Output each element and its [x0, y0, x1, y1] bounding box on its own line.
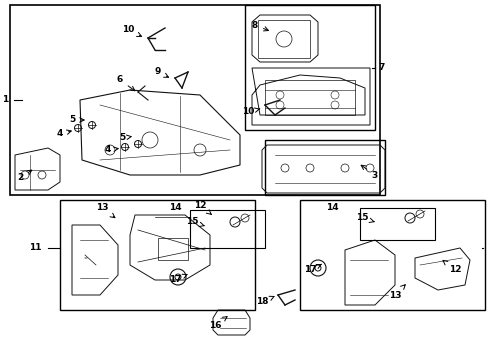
Text: 7: 7 — [378, 63, 384, 72]
Text: 16: 16 — [209, 316, 227, 329]
Text: 15: 15 — [356, 213, 374, 222]
Text: 17: 17 — [169, 274, 187, 284]
Text: 13: 13 — [96, 203, 115, 218]
Bar — [360, 208, 435, 240]
Text: 10: 10 — [242, 108, 260, 117]
Text: 14: 14 — [326, 202, 338, 211]
Text: 18: 18 — [256, 296, 274, 306]
Bar — [60, 200, 255, 310]
Text: 11: 11 — [488, 243, 490, 252]
Text: 3: 3 — [361, 165, 378, 180]
Text: 15: 15 — [186, 217, 204, 226]
Text: 5: 5 — [119, 134, 131, 143]
Text: 10: 10 — [122, 26, 142, 36]
Bar — [190, 210, 265, 248]
Text: 4: 4 — [57, 130, 71, 139]
Bar — [258, 20, 310, 58]
Text: 12: 12 — [194, 201, 211, 214]
Bar — [265, 80, 355, 115]
Text: 1: 1 — [2, 95, 8, 104]
Bar — [10, 5, 380, 195]
Text: 5: 5 — [69, 116, 84, 125]
Bar — [158, 238, 188, 260]
Text: 12: 12 — [443, 260, 461, 274]
Text: 13: 13 — [389, 285, 405, 300]
Text: 4: 4 — [105, 145, 118, 154]
Text: 14: 14 — [169, 202, 181, 211]
Text: 6: 6 — [117, 76, 135, 91]
Bar — [300, 200, 485, 310]
Text: 11: 11 — [29, 243, 42, 252]
Bar — [245, 5, 375, 130]
Text: 9: 9 — [155, 68, 169, 77]
Text: 2: 2 — [17, 170, 32, 183]
Text: 8: 8 — [252, 21, 269, 31]
Text: 17: 17 — [304, 264, 321, 274]
Bar — [265, 140, 385, 195]
